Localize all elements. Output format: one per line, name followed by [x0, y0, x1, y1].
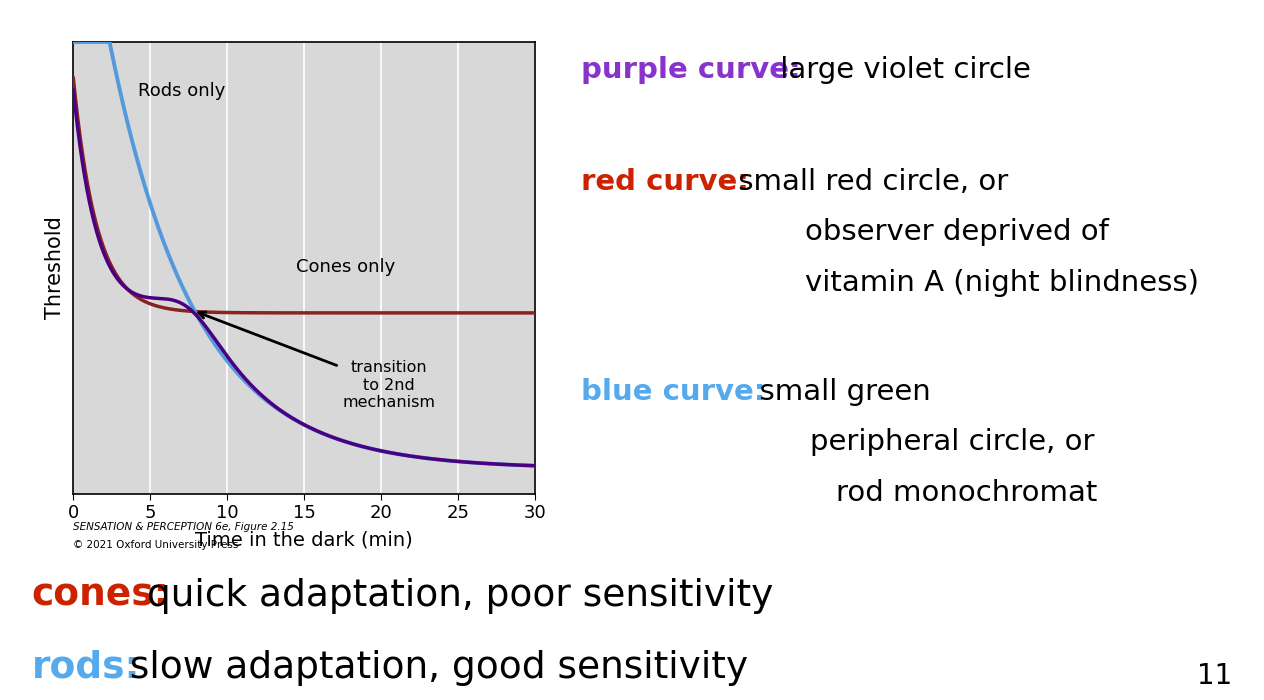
- Text: quick adaptation, poor sensitivity: quick adaptation, poor sensitivity: [135, 578, 774, 613]
- Y-axis label: Threshold: Threshold: [46, 216, 64, 319]
- X-axis label: Time in the dark (min): Time in the dark (min): [195, 531, 413, 550]
- Text: 11: 11: [1197, 662, 1232, 690]
- Text: large violet circle: large violet circle: [771, 56, 1031, 84]
- Text: Cones only: Cones only: [296, 258, 396, 276]
- Text: small red circle, or: small red circle, or: [729, 168, 1009, 196]
- Text: observer deprived of: observer deprived of: [805, 218, 1109, 246]
- Text: Rods only: Rods only: [138, 82, 225, 100]
- Text: purple curve:: purple curve:: [581, 56, 801, 84]
- Text: rod monochromat: rod monochromat: [836, 479, 1097, 507]
- Text: small green: small green: [741, 378, 930, 406]
- Text: SENSATION & PERCEPTION 6e, Figure 2.15: SENSATION & PERCEPTION 6e, Figure 2.15: [73, 522, 295, 531]
- Text: peripheral circle, or: peripheral circle, or: [810, 428, 1095, 456]
- Text: vitamin A (night blindness): vitamin A (night blindness): [805, 269, 1200, 297]
- Text: © 2021 Oxford University Press: © 2021 Oxford University Press: [73, 540, 239, 550]
- Text: rods:: rods:: [32, 650, 140, 685]
- Text: slow adaptation, good sensitivity: slow adaptation, good sensitivity: [118, 650, 748, 685]
- Text: cones:: cones:: [32, 578, 169, 613]
- Text: transition
to 2nd
mechanism: transition to 2nd mechanism: [198, 312, 435, 410]
- Text: red curve:: red curve:: [581, 168, 750, 196]
- Text: blue curve:: blue curve:: [581, 378, 766, 406]
